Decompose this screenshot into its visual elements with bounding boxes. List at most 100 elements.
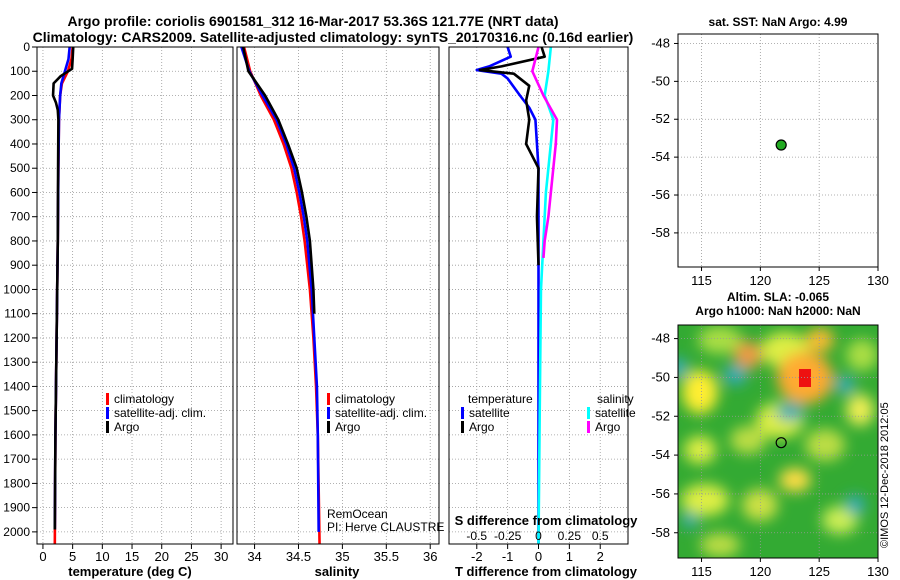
legend-label: satellite-adj. clim. bbox=[335, 406, 427, 420]
x-tick-label: 2 bbox=[597, 549, 604, 564]
series-line-s-argo bbox=[531, 47, 559, 259]
legend-label: Argo bbox=[595, 420, 621, 434]
series-line-argo bbox=[241, 47, 316, 314]
legend-label: climatology bbox=[114, 392, 174, 406]
map-x-tick-label: 130 bbox=[867, 273, 889, 288]
legend-title-temperature: temperature bbox=[468, 392, 533, 406]
map-x-tick-label: 115 bbox=[691, 273, 712, 288]
figure-title-line2: Climatology: CARS2009. Satellite-adjuste… bbox=[33, 29, 634, 45]
map-y-tick-label: -58 bbox=[651, 525, 670, 540]
map-y-tick-label: -58 bbox=[651, 225, 670, 240]
depth-tick-label: 1100 bbox=[4, 307, 30, 321]
x-tick-label: 15 bbox=[125, 549, 139, 564]
map-y-tick-label: -52 bbox=[651, 408, 670, 423]
sla-map-frame bbox=[677, 324, 879, 559]
temperature-panel: 0 100 200 300 400 500 600 700 800 900 1000 1100 1200… bbox=[3, 40, 234, 579]
s-tick-label: 0.5 bbox=[592, 529, 609, 543]
depth-tick-label: 1900 bbox=[3, 501, 30, 515]
legend-label: Argo bbox=[335, 420, 361, 434]
sla-heatmap bbox=[678, 325, 878, 558]
map-y-tick-label: -52 bbox=[651, 111, 670, 126]
difference-panel: -2 -1 0 1 2 T difference from climatology S … bbox=[448, 46, 639, 579]
legend-label: satellite bbox=[595, 406, 636, 420]
figure-title-line1: Argo profile: coriolis 6901581_312 16-Ma… bbox=[67, 13, 558, 29]
x-tick-label: 36 bbox=[423, 549, 437, 564]
map-y-tick-label: -48 bbox=[651, 35, 670, 50]
x-tick-label: 1 bbox=[566, 549, 573, 564]
legend-label: satellite bbox=[469, 406, 510, 420]
difference-xlabel: T difference from climatology bbox=[455, 564, 638, 579]
depth-tick-label: 1400 bbox=[3, 379, 30, 393]
depth-tick-label: 700 bbox=[10, 210, 30, 224]
depth-tick-label: 800 bbox=[10, 234, 30, 248]
x-tick-label: 25 bbox=[184, 549, 198, 564]
s-tick-label: 0.25 bbox=[558, 529, 582, 543]
map-x-tick-label: 120 bbox=[750, 273, 772, 288]
sst-map-panel: sat. SST: NaN Argo: 4.99 115 120 125 130 -48… bbox=[651, 15, 889, 288]
x-tick-label: 10 bbox=[95, 549, 109, 564]
map-x-tick-label: 115 bbox=[691, 564, 712, 579]
depth-tick-label: 1600 bbox=[3, 428, 30, 442]
depth-tick-label: 100 bbox=[10, 64, 30, 78]
map-x-tick-label: 130 bbox=[867, 564, 889, 579]
depth-tick-label: 300 bbox=[10, 113, 30, 127]
x-tick-label: -2 bbox=[471, 549, 483, 564]
x-tick-label: 35.5 bbox=[374, 549, 399, 564]
legend-swatch bbox=[327, 421, 330, 433]
depth-tick-label: 500 bbox=[10, 161, 30, 175]
legend-label: Argo bbox=[469, 420, 495, 434]
s-tick-label: -0.25 bbox=[494, 529, 522, 543]
x-tick-label: 5 bbox=[69, 549, 76, 564]
depth-tick-label: 200 bbox=[10, 88, 30, 102]
legend-swatch bbox=[327, 407, 330, 419]
legend-swatch bbox=[106, 393, 109, 405]
legend-swatch bbox=[327, 393, 330, 405]
legend-swatch bbox=[587, 407, 590, 419]
legend-swatch bbox=[106, 421, 109, 433]
depth-tick-label: 600 bbox=[10, 185, 30, 199]
series-line-satellite-adj-clim- bbox=[240, 47, 320, 532]
depth-tick-label: 1000 bbox=[3, 282, 30, 296]
legend-label: satellite-adj. clim. bbox=[114, 406, 206, 420]
legend-swatch bbox=[106, 407, 109, 419]
depth-tick-label: 400 bbox=[10, 137, 30, 151]
depth-tick-label: 1700 bbox=[3, 452, 30, 466]
map-x-tick-label: 125 bbox=[808, 273, 830, 288]
legend-swatch bbox=[587, 421, 590, 433]
x-tick-label: 34 bbox=[247, 549, 261, 564]
map-y-tick-label: -54 bbox=[651, 447, 670, 462]
depth-tick-label: 1200 bbox=[3, 331, 30, 345]
map-x-tick-label: 125 bbox=[808, 564, 830, 579]
series-line-t-satellite bbox=[475, 47, 540, 544]
x-tick-label: -1 bbox=[502, 549, 514, 564]
depth-tick-label: 1300 bbox=[3, 355, 30, 369]
float-position-marker bbox=[775, 437, 787, 449]
float-position-marker bbox=[775, 139, 787, 151]
sla-map-title-line1: Altim. SLA: -0.065 bbox=[727, 290, 829, 304]
series-line-t-argo bbox=[478, 47, 546, 266]
sla-map-title-line2: Argo h1000: NaN h2000: NaN bbox=[695, 304, 860, 318]
series-line-argo bbox=[51, 47, 75, 530]
x-tick-label: 0 bbox=[535, 549, 542, 564]
series-line-climatology bbox=[242, 47, 321, 544]
series-line-s-satellite bbox=[537, 47, 555, 544]
salinity-xlabel: salinity bbox=[315, 564, 361, 579]
depth-tick-label: 900 bbox=[10, 258, 30, 272]
remocean-annotation: RemOcean bbox=[327, 507, 388, 521]
x-tick-label: 34.5 bbox=[286, 549, 311, 564]
pi-annotation: PI: Herve CLAUSTRE bbox=[327, 520, 444, 534]
x-tick-label: 20 bbox=[154, 549, 168, 564]
salinity-frame bbox=[236, 46, 440, 545]
s-tick-label: -0.5 bbox=[466, 529, 487, 543]
temperature-xlabel: temperature (deg C) bbox=[68, 564, 192, 579]
s-difference-label: S difference from climatology bbox=[455, 513, 639, 528]
map-y-tick-label: -50 bbox=[651, 73, 670, 88]
legend-swatch bbox=[461, 407, 464, 419]
map-y-tick-label: -54 bbox=[651, 149, 670, 164]
legend-title-salinity: salinity bbox=[597, 392, 634, 406]
depth-tick-label: 1500 bbox=[3, 404, 30, 418]
salinity-panel: 34 34.5 35 35.5 36 salinity climatologysatel… bbox=[236, 46, 444, 579]
depth-tick-label: 2000 bbox=[3, 525, 30, 539]
depth-tick-label: 0 bbox=[23, 40, 30, 54]
